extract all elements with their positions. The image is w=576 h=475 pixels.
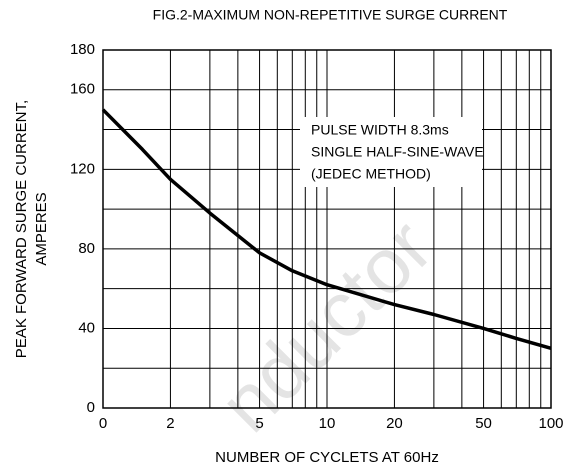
y-tick-label: 160 — [70, 81, 95, 98]
y-axis-label: PEAK FORWARD SURGE CURRENT, — [13, 100, 30, 358]
y-tick-label: 80 — [78, 240, 95, 257]
x-tick-label: 50 — [475, 415, 492, 432]
chart-title: FIG.2-MAXIMUM NON-REPETITIVE SURGE CURRE… — [153, 7, 508, 23]
data-line — [101, 108, 552, 350]
y-axis-label: AMPERES — [33, 192, 50, 265]
x-tick-label: 2 — [166, 415, 174, 432]
annotation: (JEDEC METHOD) — [311, 166, 431, 182]
x-axis-label: NUMBER OF CYCLETS AT 60Hz — [215, 449, 439, 466]
watermark: nductor — [202, 202, 448, 448]
x-tick-label: 5 — [255, 415, 263, 432]
plot-frame — [102, 49, 552, 409]
x-tick-label: 0 — [99, 415, 107, 432]
annotation: SINGLE HALF-SINE-WAVE — [311, 144, 484, 160]
annotation-box — [300, 117, 482, 187]
y-tick-label: 40 — [78, 319, 95, 336]
x-tick-label: 100 — [538, 415, 563, 432]
y-tick-label: 180 — [70, 41, 95, 58]
x-tick-label: 20 — [386, 415, 403, 432]
x-tick-label: 10 — [319, 415, 336, 432]
y-tick-label: 120 — [70, 160, 95, 177]
y-tick-label: 0 — [87, 399, 95, 416]
annotation: PULSE WIDTH 8.3ms — [311, 122, 449, 138]
